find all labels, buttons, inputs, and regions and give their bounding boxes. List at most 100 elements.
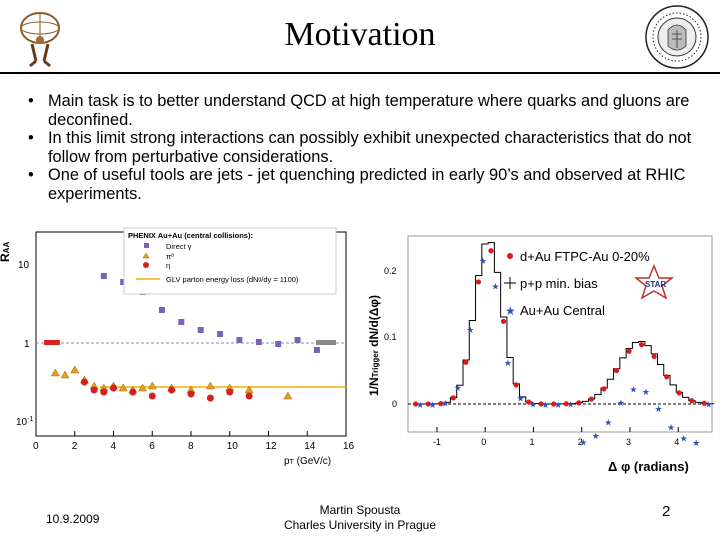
direct-gamma-point bbox=[275, 341, 282, 347]
legend-label-direct-gamma: Direct γ bbox=[166, 242, 192, 251]
dau-point bbox=[526, 399, 532, 405]
auau-point: ★ bbox=[479, 256, 487, 266]
star-xtick-label: 4 bbox=[674, 437, 679, 447]
star-logo-icon bbox=[633, 264, 675, 300]
direct-gamma-point bbox=[294, 337, 301, 343]
auau-point: ★ bbox=[416, 400, 424, 410]
eta-point bbox=[90, 386, 98, 394]
dau-point bbox=[638, 342, 645, 348]
charles-university-seal-icon bbox=[645, 5, 709, 69]
dau-point bbox=[413, 401, 419, 407]
phenix-xtick-label: 8 bbox=[188, 441, 194, 452]
dau-point bbox=[701, 400, 707, 406]
direct-gamma-point bbox=[178, 319, 185, 325]
phenix-ytick-1: 1 bbox=[24, 339, 30, 350]
eta-point bbox=[100, 388, 108, 396]
star-ylabel: 1/NTrigger dN/d(Δφ) bbox=[367, 295, 381, 396]
bullet-text: In this limit strong interactions can po… bbox=[48, 129, 692, 166]
dau-point bbox=[513, 382, 519, 388]
auau-point: ★ bbox=[592, 431, 600, 441]
phenix-xtick-label: 16 bbox=[343, 441, 355, 452]
phenix-ytick-0.1: 10-1 bbox=[16, 416, 33, 428]
star-ytick-0: 0 bbox=[392, 399, 397, 409]
title-divider bbox=[0, 72, 720, 74]
auau-point: ★ bbox=[579, 437, 587, 447]
auau-point: ★ bbox=[567, 400, 575, 410]
phenix-raa-plot: RAA 10 1 10-1 0 2 4 6 8 10 12 14 16 pT (GeV/c) P… bbox=[0, 227, 355, 467]
auau-point: ★ bbox=[654, 404, 662, 414]
phenix-legend-title: PHENIX Au+Au (central collisions): bbox=[128, 231, 253, 240]
dau-point bbox=[551, 401, 557, 407]
auau-point: ★ bbox=[529, 400, 537, 410]
atlas-logo-icon bbox=[20, 12, 60, 68]
legend-label-eta: η bbox=[166, 261, 170, 270]
phenix-xtick-label: 6 bbox=[149, 441, 155, 452]
bullet-dot-icon: • bbox=[28, 129, 34, 147]
legend-label-dau: d+Au FTPC-Au 0-20% bbox=[520, 249, 650, 264]
dau-point bbox=[601, 386, 607, 392]
star-data-points: ★ ★ ★ ★ ★ ★ ★ ★ ★ ★ ★ ★ ★ ★ ★ ★ ★ ★ ★ ★ ★ ★ ★ ★ bbox=[413, 248, 713, 448]
pi0-point bbox=[205, 381, 215, 390]
bullet-text: One of useful tools are jets - jet quenc… bbox=[48, 166, 686, 203]
star-dihadron-plot: 1/NTrigger dN/d(Δφ) 0.2 0.1 0 -1 0 1 2 3 4 Δ … bbox=[367, 235, 714, 474]
auau-point: ★ bbox=[554, 400, 562, 410]
dau-point bbox=[488, 248, 494, 254]
eta-point bbox=[226, 388, 234, 396]
auau-point: ★ bbox=[629, 384, 637, 394]
auau-point: ★ bbox=[429, 400, 437, 410]
legend-marker-direct-gamma bbox=[144, 243, 149, 248]
pi0-point bbox=[118, 383, 128, 392]
page-number: 2 bbox=[662, 503, 671, 520]
legend-marker-pi0 bbox=[142, 252, 150, 259]
star-ytick-0.1: 0.1 bbox=[384, 332, 397, 342]
pi0-point bbox=[138, 383, 147, 392]
direct-gamma-point bbox=[120, 279, 127, 285]
direct-gamma-point bbox=[236, 337, 243, 343]
phenix-xlabel: pT (GeV/c) bbox=[284, 456, 331, 467]
direct-gamma-point bbox=[158, 307, 165, 313]
dau-point bbox=[676, 390, 682, 396]
eta-point bbox=[129, 388, 137, 396]
phenix-xtick-label: 10 bbox=[227, 441, 239, 452]
star-xtick-label: 1 bbox=[529, 437, 534, 447]
dau-point bbox=[463, 359, 469, 365]
phenix-ylabel: RAA bbox=[0, 242, 12, 262]
phenix-xtick-label: 14 bbox=[304, 441, 316, 452]
pi0-point bbox=[283, 391, 293, 400]
list-item: • One of useful tools are jets - jet quen… bbox=[28, 166, 693, 203]
eta-point bbox=[206, 394, 214, 402]
dau-point bbox=[626, 348, 632, 354]
auau-point: ★ bbox=[516, 394, 524, 404]
dau-point bbox=[500, 318, 507, 324]
pi0-point bbox=[50, 368, 60, 377]
auau-point: ★ bbox=[542, 400, 550, 410]
star-ytick-0.2: 0.2 bbox=[384, 266, 397, 276]
dau-point bbox=[563, 401, 569, 407]
auau-point: ★ bbox=[705, 400, 713, 410]
auau-point: ★ bbox=[642, 387, 650, 397]
list-item: • Main task is to better understand QCD a… bbox=[28, 92, 693, 129]
bullet-dot-icon: • bbox=[28, 92, 34, 110]
bullet-list: • Main task is to better understand QCD a… bbox=[28, 92, 693, 203]
auau-point: ★ bbox=[454, 383, 462, 393]
list-item: • In this limit strong interactions can p… bbox=[28, 129, 693, 166]
star-xtick-label: -1 bbox=[433, 437, 441, 447]
dau-point bbox=[651, 353, 657, 360]
eta-point bbox=[80, 378, 88, 386]
footer-affiliation: Charles University in Prague bbox=[283, 518, 437, 532]
phenix-data-points bbox=[50, 273, 320, 402]
auau-point: ★ bbox=[604, 417, 612, 427]
auau-point: ★ bbox=[504, 358, 512, 368]
direct-gamma-point bbox=[100, 273, 107, 279]
auau-point: ★ bbox=[667, 422, 675, 432]
legend-label-glv: GLV parton energy loss (dNᵍ/dy = 1100) bbox=[166, 275, 299, 284]
eta-point bbox=[187, 390, 195, 398]
auau-normalization-box bbox=[316, 340, 336, 345]
auau-point: ★ bbox=[692, 438, 700, 448]
star-xtick-label: 3 bbox=[626, 437, 631, 447]
legend-marker-auau: ★ bbox=[505, 304, 516, 318]
dau-point bbox=[689, 398, 695, 404]
dau-point bbox=[588, 396, 594, 402]
eta-point bbox=[110, 384, 117, 392]
pi0-point bbox=[60, 370, 70, 379]
